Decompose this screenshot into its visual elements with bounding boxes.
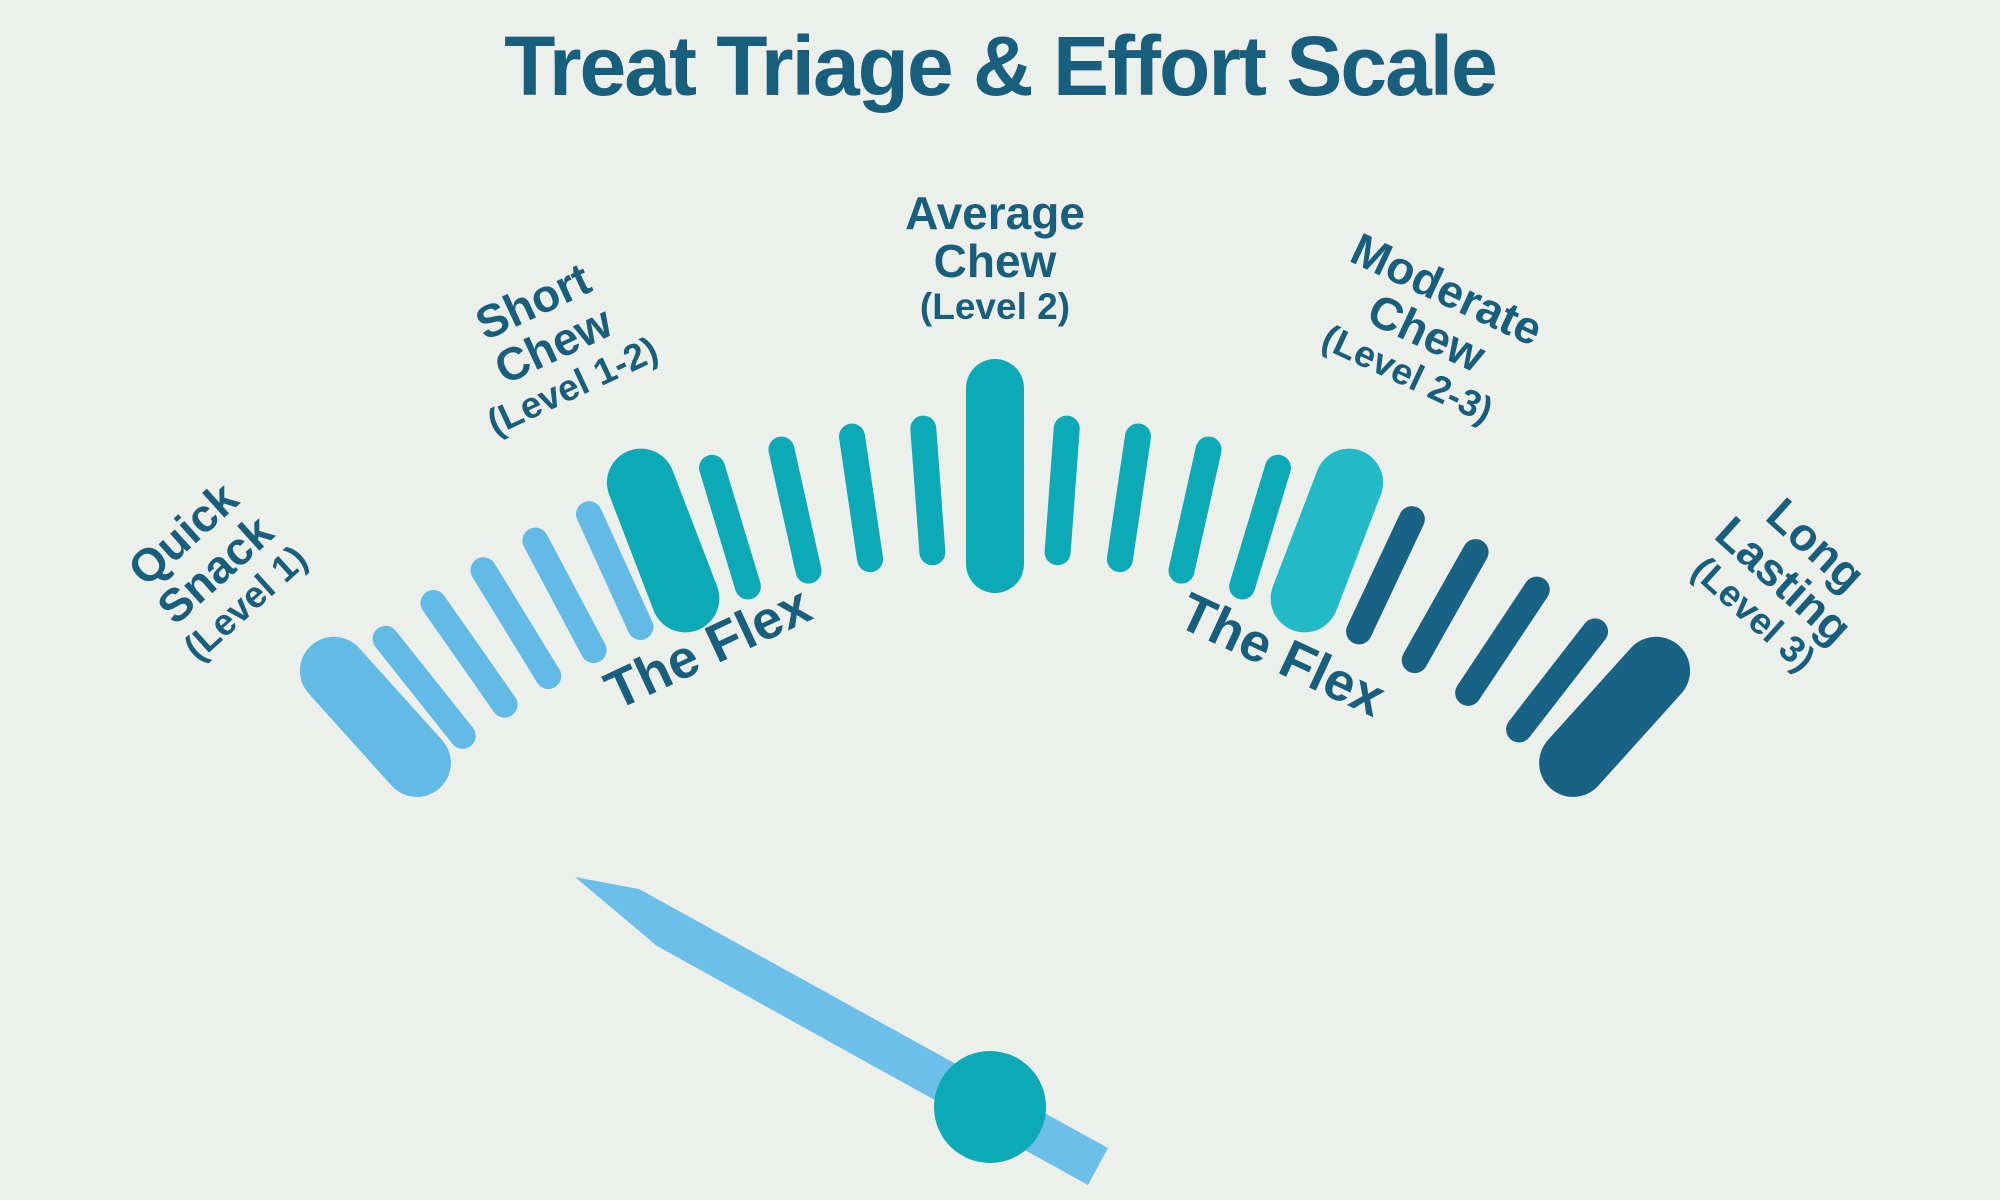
- gauge-tick-minor: [372, 625, 476, 749]
- gauge-tick-anchor: [1270, 448, 1384, 633]
- gauge-pivot: [934, 1051, 1046, 1163]
- gauge-tick-anchor: [606, 448, 720, 633]
- gauge-tick-minor: [1229, 454, 1291, 600]
- gauge-tick-minor: [838, 423, 884, 573]
- label-average-chew: Average Chew (Level 2): [905, 186, 1085, 327]
- label-average-chew-line2: Chew: [933, 234, 1057, 287]
- gauge-tick-minor: [522, 527, 607, 664]
- gauge-tick-minor: [1506, 618, 1609, 743]
- gauge-tick-minor: [910, 415, 946, 566]
- gauge-tick-minor: [420, 590, 518, 718]
- label-average-chew-line1: Average: [905, 186, 1085, 239]
- page-title: Treat Triage & Effort Scale: [504, 19, 1498, 113]
- gauge-tick-anchor: [299, 636, 451, 797]
- gauge-tick-minor: [576, 501, 654, 640]
- gauge-tick-minor: [768, 436, 822, 584]
- gauge-tick-minor: [1168, 436, 1222, 584]
- gauge-tick-major: [966, 359, 1024, 593]
- gauge-tick-minor: [1346, 506, 1425, 645]
- gauge-tick-minor: [1455, 576, 1550, 706]
- gauge-tick-minor: [1044, 415, 1080, 566]
- gauge-tick-minor: [1401, 539, 1489, 674]
- label-average-chew-level: (Level 2): [919, 285, 1071, 327]
- gauge-tick-anchor: [1539, 636, 1691, 797]
- gauge-tick-minor: [1106, 423, 1152, 573]
- gauge-tick-minor: [699, 454, 761, 600]
- gauge-tick-minor: [470, 557, 562, 689]
